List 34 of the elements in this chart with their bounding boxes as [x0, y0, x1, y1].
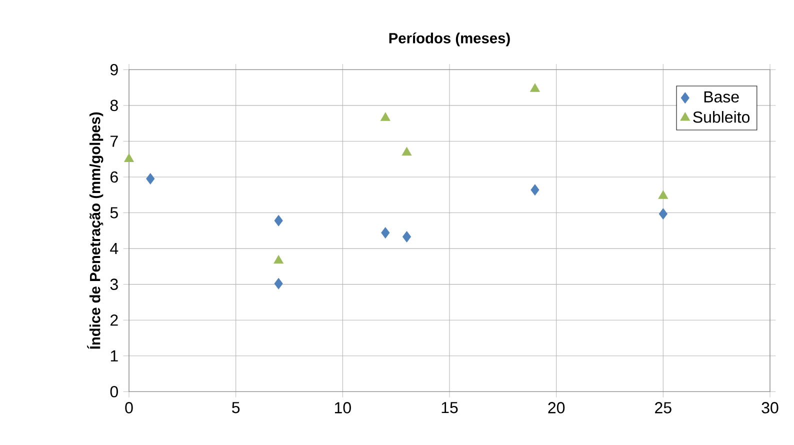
x-tick-label: 10 — [334, 402, 351, 414]
point — [380, 112, 390, 121]
point — [381, 227, 390, 238]
point — [274, 278, 283, 290]
y-tick-label: 3 — [110, 278, 118, 290]
point — [402, 231, 412, 242]
point — [530, 184, 540, 196]
y-tick-label: 6 — [110, 171, 118, 183]
chart-title: Períodos (meses) — [389, 32, 510, 46]
point — [402, 147, 412, 156]
legend-label: Subleito — [693, 111, 750, 123]
y-tick-label: 7 — [110, 136, 118, 147]
y-axis-title: Índice de Penetração (mm/golpes) — [87, 112, 104, 349]
x-tick-label: 0 — [125, 402, 133, 414]
y-tick-label: 9 — [110, 64, 118, 76]
y-tick-label: 4 — [110, 243, 118, 254]
point — [274, 215, 283, 226]
point — [274, 255, 284, 264]
legend-label: Base — [704, 91, 739, 103]
y-tick-label: 5 — [110, 207, 118, 218]
x-tick-label: 15 — [442, 402, 458, 414]
y-tick-label: 2 — [110, 314, 118, 326]
point — [658, 190, 668, 199]
y-tick-label: 8 — [110, 100, 118, 112]
y-tick-label: 1 — [110, 350, 118, 362]
x-tick-label: 20 — [548, 402, 565, 414]
x-tick-label: 5 — [232, 402, 240, 414]
point — [658, 208, 668, 220]
point — [146, 173, 155, 184]
x-tick-label: 30 — [762, 402, 778, 414]
y-tick-label: 0 — [110, 386, 118, 398]
point — [530, 83, 540, 92]
point — [124, 154, 134, 162]
x-tick-label: 25 — [655, 402, 672, 414]
